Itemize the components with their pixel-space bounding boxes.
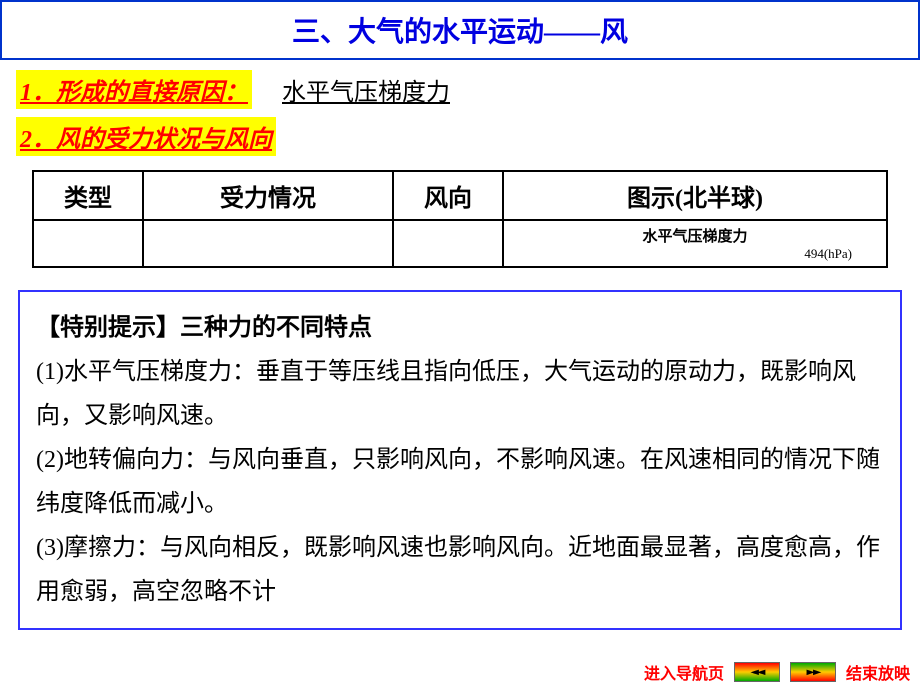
chevron-left-icon: ◄◄ [751, 664, 764, 680]
next-button[interactable]: ►► [790, 662, 836, 682]
cell-type [33, 220, 143, 267]
section-1-answer: 水平气压梯度力 [282, 72, 450, 107]
cell-direction [393, 220, 503, 267]
forces-table-wrap: 类型 受力情况 风向 图示(北半球) 水平气压梯度力 494(hPa) [32, 170, 888, 268]
page-title: 三、大气的水平运动——风 [0, 0, 920, 60]
special-heading: 【特别提示】三种力的不同特点 [36, 306, 884, 350]
diagram-label-top: 水平气压梯度力 [508, 225, 882, 246]
special-heading-rest: 】三种力的不同特点 [156, 315, 372, 341]
chevron-right-icon: ►► [807, 664, 820, 680]
th-force: 受力情况 [143, 171, 393, 220]
section-1: 1．形成的直接原因： 水平气压梯度力 [16, 70, 920, 109]
cell-diagram: 水平气压梯度力 494(hPa) [503, 220, 887, 267]
th-diagram: 图示(北半球) [503, 171, 887, 220]
special-tip-box: 【特别提示】三种力的不同特点 (1)水平气压梯度力：垂直于等压线且指向低压，大气… [18, 290, 902, 630]
forces-table: 类型 受力情况 风向 图示(北半球) 水平气压梯度力 494(hPa) [32, 170, 888, 268]
special-point-3: (3)摩擦力：与风向相反，既影响风速也影响风向。近地面最显著，高度愈高，作用愈弱… [36, 526, 884, 614]
nav-home-link[interactable]: 进入导航页 [644, 660, 724, 684]
special-label-red: 特别提示 [60, 315, 156, 341]
th-direction: 风向 [393, 171, 503, 220]
table-row: 水平气压梯度力 494(hPa) [33, 220, 887, 267]
section-1-label: 1．形成的直接原因： [16, 70, 252, 109]
special-bracket-left: 【 [36, 315, 60, 341]
section-2-label: 2．风的受力状况与风向 [16, 117, 276, 156]
prev-button[interactable]: ◄◄ [734, 662, 780, 682]
footer-controls: 进入导航页 ◄◄ ►► 结束放映 [644, 660, 910, 684]
title-text: 三、大气的水平运动——风 [292, 17, 628, 48]
table-header-row: 类型 受力情况 风向 图示(北半球) [33, 171, 887, 220]
cell-force [143, 220, 393, 267]
special-point-2: (2)地转偏向力：与风向垂直，只影响风向，不影响风速。在风速相同的情况下随纬度降… [36, 438, 884, 526]
end-show-link[interactable]: 结束放映 [846, 660, 910, 684]
section-2: 2．风的受力状况与风向 [16, 117, 920, 156]
diagram-pressure: 494(hPa) [508, 246, 882, 262]
th-type: 类型 [33, 171, 143, 220]
special-point-1: (1)水平气压梯度力：垂直于等压线且指向低压，大气运动的原动力，既影响风向，又影… [36, 350, 884, 438]
